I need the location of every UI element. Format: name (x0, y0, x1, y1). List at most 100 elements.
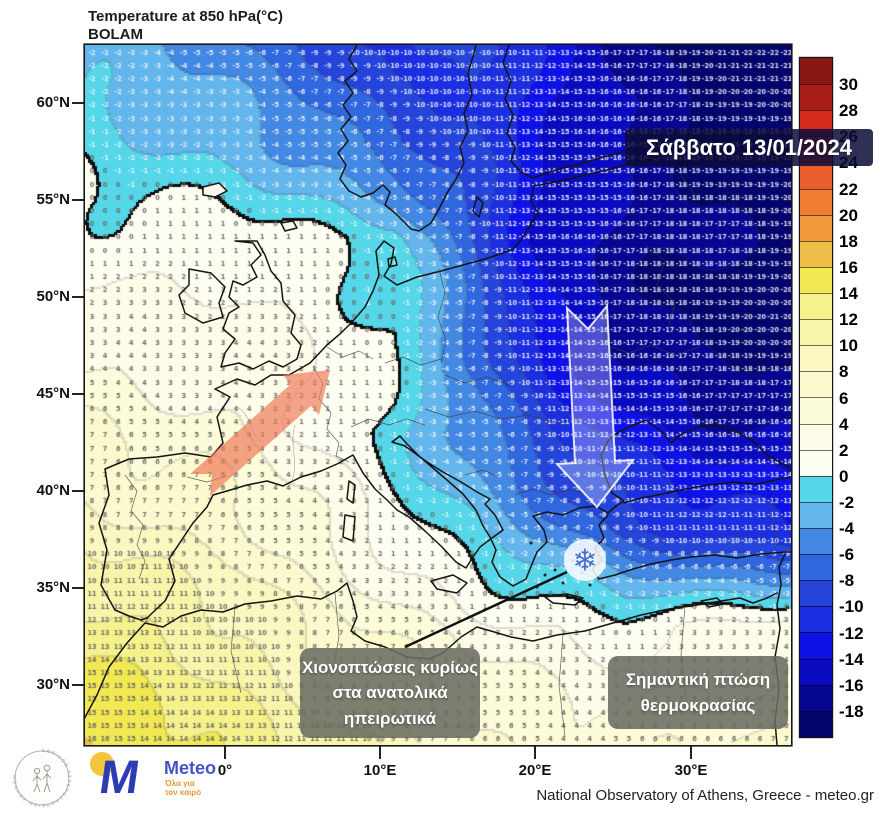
island-denmark (387, 256, 398, 268)
colorbar-segment (800, 266, 832, 293)
meteo-tagline-line1: Όλα για (165, 779, 195, 788)
noa-seal-logo: ΕΘΝΙΚΟΝ ΑΣΤΕΡΟΣΚΟΠΕΙΟΝ ΑΘΗΝΩΝ (12, 748, 71, 808)
meteo-tagline-line2: τον καιρό (165, 788, 202, 797)
colorbar-segment (800, 371, 832, 398)
lon-label-20e: 20°E (518, 762, 552, 779)
meteo-logo: M Meteo Όλα για τον καιρό (88, 748, 258, 810)
colorbar-label: 28 (839, 101, 858, 121)
island-sardinia (342, 514, 356, 542)
colorbar-segment (800, 58, 832, 85)
forecast-date-badge: Σάββατο 13/01/2024 (625, 129, 873, 166)
colorbar-label: 14 (839, 284, 858, 304)
page-title: Temperature at 850 hPa(°C) BOLAM (88, 8, 283, 44)
lat-tick (72, 296, 84, 298)
colorbar-label: -14 (839, 649, 864, 669)
lon-tick (690, 746, 692, 759)
island-shetland (280, 220, 298, 232)
colorbar-label: 8 (839, 362, 849, 382)
coast-scandinavia (337, 45, 477, 232)
colorbar-label: -18 (839, 701, 864, 721)
colorbar-segment (800, 162, 832, 189)
lon-label-10e: 10°E (363, 762, 397, 779)
lon-tick (379, 746, 381, 759)
seal-figures-icon (32, 764, 52, 793)
colorbar-label: 18 (839, 231, 858, 251)
island-corsica (346, 480, 356, 504)
colorbar-segment (800, 214, 832, 241)
colorbar-segment (800, 319, 832, 346)
island-crete (544, 593, 584, 606)
colorbar-segment (800, 606, 832, 633)
lat-label-50n: 50°N (36, 288, 70, 305)
colorbar-segment (800, 188, 832, 215)
coast-great-britain (220, 240, 302, 370)
colorbar-segment (800, 658, 832, 685)
colorbar-segment (800, 501, 832, 528)
lat-label-30n: 30°N (36, 676, 70, 693)
snow-annotation-line1: Χιονοπτώσεις κυρίως (301, 657, 479, 677)
colorbar-label: 6 (839, 388, 849, 408)
lat-label-35n: 35°N (36, 579, 70, 596)
colorbar-label: 10 (839, 336, 858, 356)
island-gotland (472, 196, 484, 218)
colorbar-segment (800, 580, 832, 607)
colorbar-segment (800, 475, 832, 502)
snowflake-icon: ❄ (572, 545, 597, 578)
colorbar-label: -8 (839, 571, 855, 591)
forecast-date-text: Σάββατο 13/01/2024 (646, 135, 852, 160)
colorbar-label: 4 (839, 414, 849, 434)
lat-tick (72, 199, 84, 201)
lon-label-30e: 30°E (674, 762, 708, 779)
map-overlay: ❄ (85, 45, 791, 745)
temperature-drop-annotation-box: Σημαντική πτώση θερμοκρασίας (608, 656, 788, 729)
colorbar-segment (800, 397, 832, 424)
island-sicily (430, 574, 468, 594)
meteo-tagline: Όλα για τον καιρό (165, 779, 201, 797)
snowfall-annotation-box: Χιονοπτώσεις κυρίως στα ανατολικά ηπειρω… (300, 648, 480, 738)
colorbar-segment (800, 292, 832, 320)
colorbar-label: -6 (839, 545, 855, 565)
lat-tick (72, 490, 84, 492)
drop-annotation-line1: Σημαντική πτώση (625, 670, 771, 689)
coast-finland (502, 45, 676, 179)
colorbar-label: 12 (839, 310, 858, 330)
coast-north-africa (85, 582, 778, 719)
meteo-wordmark: Meteo (164, 758, 217, 778)
colorbar-label: -10 (839, 597, 864, 617)
snowfall-symbol-circle (564, 539, 606, 581)
meteo-m-icon: M (96, 750, 143, 803)
lon-tick (224, 746, 226, 759)
colorbar-segment (800, 84, 832, 111)
lat-label-40n: 40°N (36, 482, 70, 499)
island-faroe (202, 182, 228, 198)
colorbar-segment (800, 345, 832, 372)
lat-tick (72, 587, 84, 589)
drop-annotation-line2: θερμοκρασίας (640, 695, 756, 715)
colorbar-label: 20 (839, 205, 858, 225)
coast-turkey-north (623, 476, 791, 504)
lat-label-55n: 55°N (36, 191, 70, 208)
lat-tick (72, 102, 84, 104)
coast-baltic-east (502, 152, 674, 254)
colorbar-label: -12 (839, 623, 864, 643)
colorbar-label: 0 (839, 466, 849, 486)
colorbar-segment (800, 684, 832, 711)
colorbar-segment (800, 423, 832, 450)
colorbar-label: 30 (839, 75, 858, 95)
colorbar-segment (800, 527, 832, 555)
cold-advection-arrow (554, 303, 636, 509)
colorbar-label: -4 (839, 519, 855, 539)
coast-atlantic-northsea-baltic (98, 240, 504, 611)
colorbar-segment (800, 710, 832, 737)
colorbar-label: -16 (839, 675, 864, 695)
island-cyprus (700, 597, 724, 608)
title-line1: Temperature at 850 hPa(°C) (88, 8, 283, 25)
snow-annotation-line2: στα ανατολικά (332, 683, 448, 703)
lon-label-0: 0° (217, 762, 233, 779)
colorbar-segment (800, 240, 832, 267)
title-line2: BOLAM (88, 26, 143, 43)
map-area: ❄ Σάββατο 13/01/2024 (85, 45, 873, 745)
snowfall-pointer-line (404, 570, 568, 649)
lat-tick (72, 393, 84, 395)
